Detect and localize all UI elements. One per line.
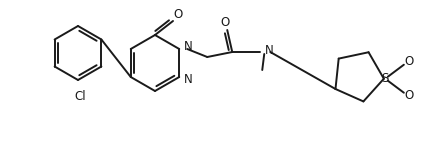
Text: O: O (404, 89, 413, 102)
Text: O: O (404, 55, 413, 68)
Text: S: S (381, 72, 388, 85)
Text: N: N (184, 40, 193, 54)
Text: N: N (265, 43, 274, 57)
Text: Cl: Cl (74, 90, 86, 103)
Text: N: N (184, 73, 193, 85)
Text: O: O (173, 9, 183, 21)
Text: O: O (220, 15, 230, 28)
